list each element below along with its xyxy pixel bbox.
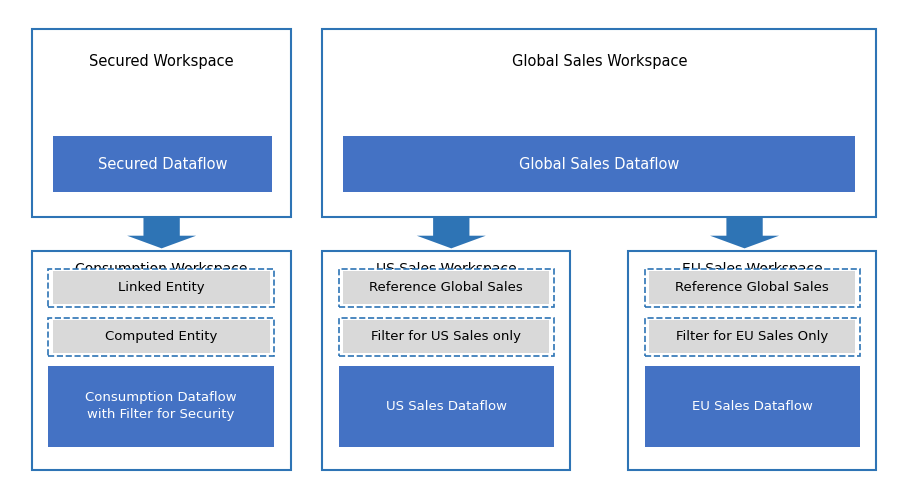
Polygon shape bbox=[710, 217, 779, 248]
Bar bbox=[645, 318, 860, 356]
Text: Secured Workspace: Secured Workspace bbox=[89, 54, 233, 69]
Text: US Sales Dataflow: US Sales Dataflow bbox=[386, 400, 507, 413]
Bar bbox=[339, 366, 554, 447]
Bar bbox=[32, 29, 291, 217]
Bar bbox=[645, 366, 860, 447]
Bar bbox=[48, 318, 274, 356]
Bar bbox=[339, 318, 554, 356]
Bar bbox=[53, 320, 270, 353]
Bar bbox=[48, 366, 274, 447]
Bar bbox=[649, 271, 855, 304]
Bar bbox=[53, 136, 272, 192]
Text: Reference Global Sales: Reference Global Sales bbox=[370, 281, 523, 294]
Bar bbox=[322, 29, 876, 217]
Text: EU Sales Workspace: EU Sales Workspace bbox=[682, 262, 823, 276]
Bar bbox=[48, 269, 274, 307]
Bar bbox=[343, 271, 549, 304]
Text: Linked Entity: Linked Entity bbox=[118, 281, 204, 294]
Text: Secured Dataflow: Secured Dataflow bbox=[98, 157, 227, 172]
Bar bbox=[322, 251, 570, 470]
Text: Global Sales Dataflow: Global Sales Dataflow bbox=[519, 157, 679, 172]
Text: US Sales Workspace: US Sales Workspace bbox=[376, 262, 517, 276]
Bar bbox=[32, 251, 291, 470]
Bar bbox=[649, 320, 855, 353]
Text: Consumption Dataflow
with Filter for Security: Consumption Dataflow with Filter for Sec… bbox=[85, 392, 237, 421]
Polygon shape bbox=[127, 217, 196, 248]
Text: EU Sales Dataflow: EU Sales Dataflow bbox=[692, 400, 813, 413]
Bar bbox=[645, 269, 860, 307]
Bar bbox=[343, 320, 549, 353]
Text: Consumption Workspace: Consumption Workspace bbox=[75, 262, 247, 276]
Bar bbox=[53, 271, 270, 304]
Text: Computed Entity: Computed Entity bbox=[105, 330, 217, 343]
Bar bbox=[339, 269, 554, 307]
Text: Reference Global Sales: Reference Global Sales bbox=[676, 281, 829, 294]
Text: Global Sales Workspace: Global Sales Workspace bbox=[511, 54, 687, 69]
Polygon shape bbox=[417, 217, 486, 248]
Bar bbox=[628, 251, 876, 470]
Text: Filter for US Sales only: Filter for US Sales only bbox=[371, 330, 521, 343]
Bar bbox=[343, 136, 855, 192]
Text: Filter for EU Sales Only: Filter for EU Sales Only bbox=[676, 330, 828, 343]
